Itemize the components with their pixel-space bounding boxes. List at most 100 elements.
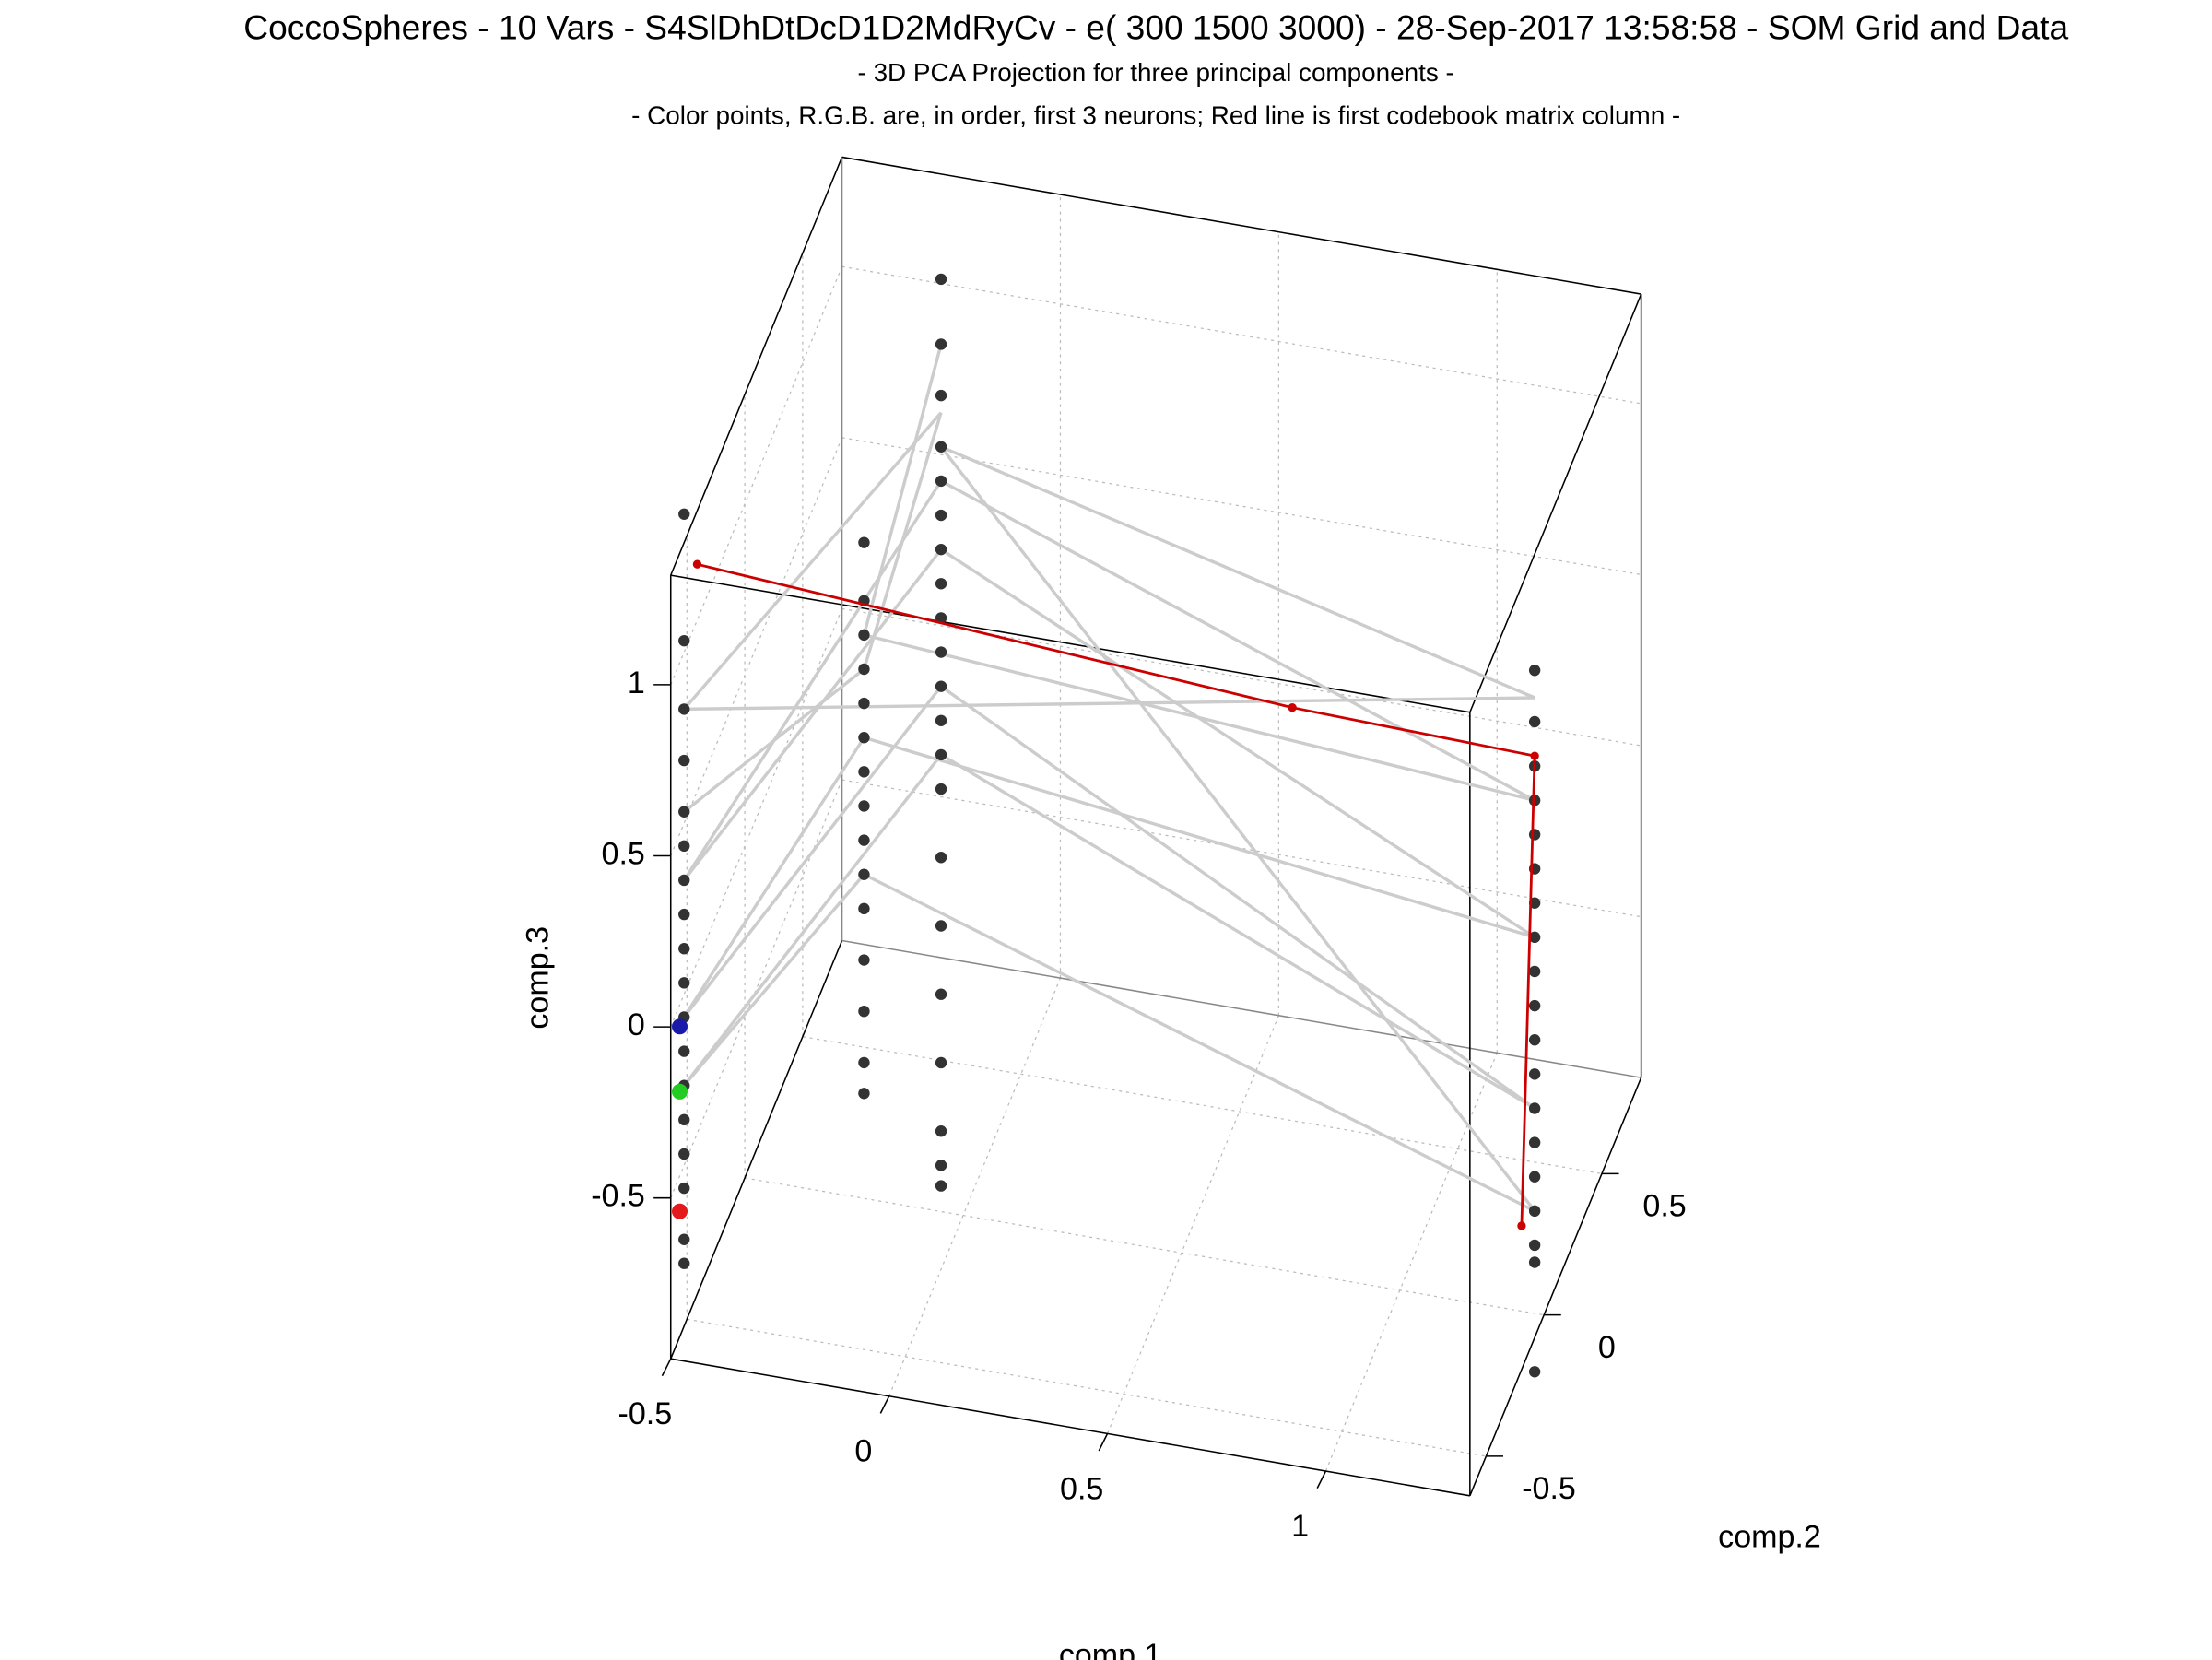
x-tick-label: 0 (854, 1434, 872, 1469)
data-point (935, 273, 947, 286)
data-point (935, 578, 947, 590)
z-axis-label: comp.3 (520, 926, 555, 1030)
data-point (858, 663, 870, 676)
data-point (858, 1088, 870, 1100)
grid-line (687, 1318, 1487, 1457)
y-tick-label: 0 (1598, 1330, 1616, 1365)
data-point (1530, 751, 1539, 760)
z-tick-label: 0.5 (602, 837, 645, 872)
box-edge (670, 1358, 1470, 1497)
x-tick (661, 1358, 672, 1377)
data-point (678, 977, 690, 989)
y-tick-label: -0.5 (1522, 1471, 1576, 1506)
series-segment (862, 412, 943, 670)
data-point (678, 508, 690, 520)
data-point (678, 1148, 690, 1160)
data-point (935, 338, 947, 350)
data-point (1517, 1221, 1526, 1230)
series-segment (940, 753, 1536, 1110)
series-segment (1291, 706, 1535, 758)
data-point (935, 441, 947, 453)
data-point (858, 868, 870, 880)
data-point (678, 1182, 690, 1195)
data-point (678, 908, 690, 921)
box-edge (1469, 1077, 1642, 1497)
x-tick-label: 0.5 (1060, 1471, 1103, 1506)
grid-line (802, 1036, 1603, 1174)
box-edge (841, 156, 1641, 295)
series-segment (682, 873, 865, 1087)
grid-line (670, 437, 843, 856)
grid-line (670, 608, 843, 1028)
data-point (1528, 965, 1541, 978)
data-point (935, 475, 947, 488)
series-segment (939, 445, 1536, 1212)
data-point (692, 559, 702, 569)
data-point (858, 766, 870, 778)
data-point (935, 1125, 947, 1137)
x-tick-label: -0.5 (618, 1396, 673, 1431)
series-segment (683, 667, 865, 814)
data-point (1528, 1171, 1541, 1183)
grid-line (670, 779, 843, 1198)
grid-line (841, 437, 1641, 576)
data-point (935, 680, 947, 692)
grid-line (744, 1177, 1545, 1316)
data-point (858, 954, 870, 966)
data-point (671, 1083, 688, 1100)
data-point (678, 874, 690, 887)
series-segment (682, 736, 865, 1018)
data-point (935, 1056, 947, 1069)
y-tick-label: 0.5 (1642, 1189, 1686, 1224)
series-segment (940, 547, 1536, 939)
data-point (935, 783, 947, 795)
series-segment (684, 696, 1535, 712)
series-segment (682, 548, 943, 882)
x-tick-label: 1 (1291, 1509, 1309, 1544)
data-point (935, 543, 947, 556)
data-point (1528, 1239, 1541, 1252)
box-edge (841, 939, 1641, 1078)
z-tick-label: 1 (628, 665, 645, 700)
data-point (935, 389, 947, 402)
box-edge (670, 574, 1470, 713)
z-tick-label: -0.5 (591, 1179, 645, 1214)
x-axis-label: comp.1 (1059, 1638, 1162, 1660)
data-point (678, 806, 690, 818)
data-point (1528, 829, 1541, 841)
series-segment (1520, 756, 1536, 1226)
series-segment (682, 753, 943, 1087)
data-point (858, 800, 870, 812)
data-point (678, 840, 690, 853)
data-point (1528, 1256, 1541, 1268)
data-point (935, 646, 947, 658)
data-point (678, 703, 690, 715)
data-point (858, 697, 870, 710)
data-point (1288, 703, 1297, 712)
box-edge (670, 157, 843, 576)
data-point (1528, 1102, 1541, 1114)
series-segment (682, 480, 943, 881)
data-point (935, 714, 947, 726)
data-point (858, 536, 870, 548)
data-point (678, 1257, 690, 1269)
series-segment (682, 685, 943, 1018)
data-point (671, 1018, 688, 1035)
data-point (1528, 999, 1541, 1012)
data-point (935, 509, 947, 522)
data-point (935, 1180, 947, 1192)
series-segment (863, 873, 1535, 1213)
data-point (858, 1056, 870, 1069)
grid-line (670, 265, 843, 686)
data-point (678, 1045, 690, 1057)
data-point (678, 634, 690, 647)
data-point (678, 1113, 690, 1126)
series-segment (940, 479, 1535, 802)
z-tick-label: 0 (628, 1007, 645, 1042)
box-edge (670, 940, 843, 1360)
grid-line (888, 977, 1062, 1397)
series-segment (940, 445, 1535, 700)
data-point (935, 988, 947, 1000)
